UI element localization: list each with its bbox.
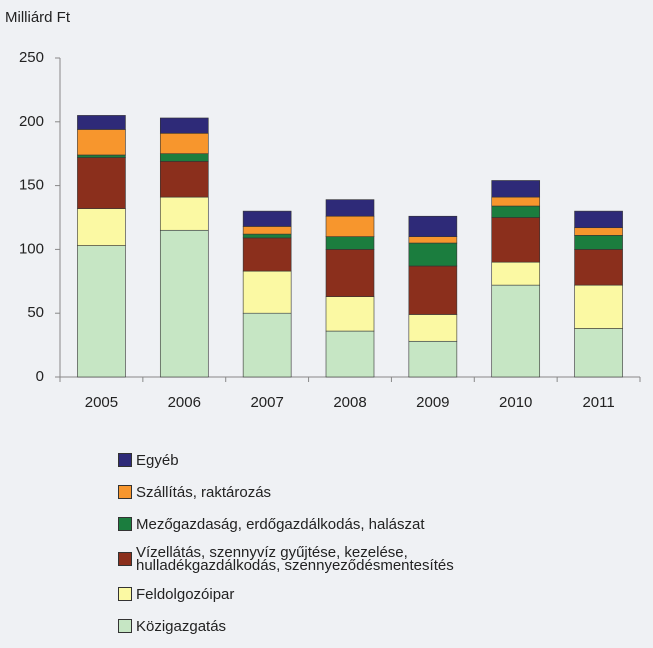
bar-segment	[159, 153, 209, 162]
chart: Milliárd Ft 0 50 100 150 200 250 2005 2006 2007 2…	[5, 9, 641, 411]
bar-segment	[242, 312, 292, 378]
y-tick-label: 50	[27, 304, 44, 321]
legend-item: Mezőgazdaság, erdőgazdálkodás, halászat	[118, 514, 478, 534]
y-tick-label: 150	[19, 177, 44, 194]
bar-segment	[77, 208, 126, 246]
x-tick-label: 2009	[416, 394, 449, 411]
legend-label: Egyéb	[136, 451, 179, 469]
legend-swatch	[118, 453, 132, 467]
bar-segment	[408, 340, 458, 378]
legend-item: Közigazgatás	[118, 616, 478, 636]
y-tick-label: 250	[19, 49, 44, 66]
bar-segment	[574, 328, 623, 378]
legend-label: Közigazgatás	[136, 617, 227, 635]
bar-segment	[77, 115, 126, 130]
bar-segment	[325, 296, 375, 332]
bar-segment	[574, 210, 623, 229]
bar-segment	[325, 236, 375, 250]
bar-segment	[491, 284, 541, 378]
legend-label: Mezőgazdaság, erdőgazdálkodás, halászat	[136, 515, 425, 533]
legend-swatch	[118, 485, 132, 499]
x-tick-label: 2010	[499, 394, 532, 411]
x-tick-label: 2006	[168, 394, 201, 411]
x-tick-label: 2007	[250, 394, 283, 411]
bar-segment	[242, 270, 292, 314]
legend-label: Feldolgozóipar	[136, 585, 235, 603]
x-tick-label: 2008	[333, 394, 366, 411]
bar-segment	[77, 129, 126, 156]
y-tick-label: 0	[36, 368, 44, 385]
bar-segment	[408, 215, 458, 237]
bar-segment	[159, 229, 209, 378]
legend-swatch	[118, 619, 132, 633]
legend-label: Szállítás, raktározás	[136, 483, 272, 501]
bar-segment	[491, 205, 541, 218]
bar-segment	[408, 314, 458, 342]
bar-segment	[491, 180, 541, 198]
bar-segment	[574, 227, 623, 236]
x-tick-label: 2005	[85, 394, 118, 411]
bar-segment	[325, 199, 375, 217]
bar-segment	[242, 210, 292, 227]
bar-segment	[159, 196, 209, 231]
legend-item: Vízellátás, szennyvíz gyűjtése, kezelése…	[118, 544, 478, 574]
bar-segment	[77, 154, 126, 158]
legend: Egyéb Szállítás, raktározás Mezőgazdaság, …	[118, 450, 478, 648]
x-tick-label: 2011	[582, 394, 614, 411]
bar-segment	[574, 235, 623, 250]
bar-segment	[408, 236, 458, 244]
bar-segment	[242, 226, 292, 235]
bar-segment	[491, 261, 541, 286]
bar-segment	[408, 265, 458, 315]
y-tick-label: 100	[19, 240, 44, 257]
legend-swatch	[118, 587, 132, 601]
legend-label: Vízellátás, szennyvíz gyűjtése, kezelése…	[136, 544, 454, 574]
bar-segment	[325, 215, 375, 237]
legend-swatch	[118, 552, 132, 566]
y-axis-label: Milliárd Ft	[5, 9, 71, 26]
bar-segment	[242, 237, 292, 272]
legend-item: Szállítás, raktározás	[118, 482, 478, 502]
y-tick-label: 200	[19, 113, 44, 130]
bar-segment	[77, 157, 126, 209]
legend-item: Feldolgozóipar	[118, 584, 478, 604]
bar-segment	[574, 284, 623, 329]
bar-segment	[491, 196, 541, 207]
bar-segment	[159, 132, 209, 154]
bar-segment	[491, 217, 541, 263]
legend-swatch	[118, 517, 132, 531]
bar-segment	[574, 249, 623, 286]
legend-item: Egyéb	[118, 450, 478, 470]
bar-segment	[325, 249, 375, 297]
bar-segment	[159, 117, 209, 134]
bar-segment	[77, 245, 126, 378]
bar-segment	[242, 233, 292, 239]
bar-segment	[325, 330, 375, 378]
bar-segment	[159, 161, 209, 198]
bar-segment	[408, 242, 458, 267]
